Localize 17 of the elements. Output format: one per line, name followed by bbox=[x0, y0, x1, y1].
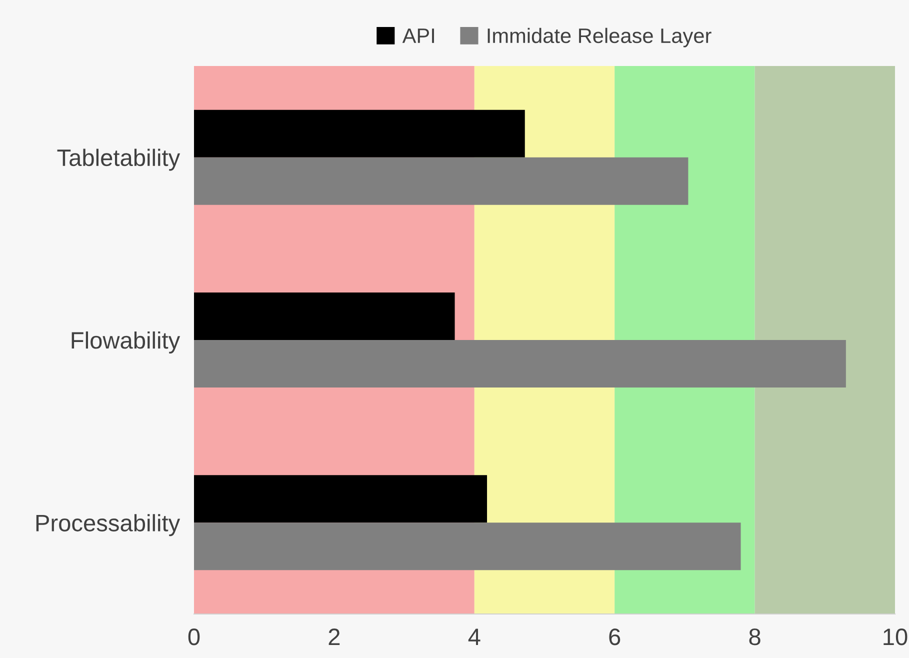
bar bbox=[194, 475, 488, 523]
y-tick-label: Tabletability bbox=[57, 148, 180, 171]
bar bbox=[194, 110, 525, 158]
x-tick-label: 2 bbox=[328, 628, 340, 645]
bar bbox=[194, 292, 455, 340]
bar bbox=[194, 522, 741, 570]
y-tick-label: Processability bbox=[36, 514, 180, 536]
legend-label: API bbox=[402, 28, 434, 43]
x-tick-label: 4 bbox=[468, 628, 480, 645]
x-tick-label: 6 bbox=[609, 628, 620, 646]
x-tick-label: 0 bbox=[188, 628, 200, 646]
x-tick-label: 10 bbox=[884, 628, 908, 646]
legend-label: Immidate Release Layer bbox=[488, 28, 712, 48]
bar bbox=[194, 340, 846, 388]
x-tick-label: 8 bbox=[749, 628, 760, 646]
bar bbox=[194, 157, 688, 205]
y-tick-label: Flowability bbox=[72, 331, 180, 354]
